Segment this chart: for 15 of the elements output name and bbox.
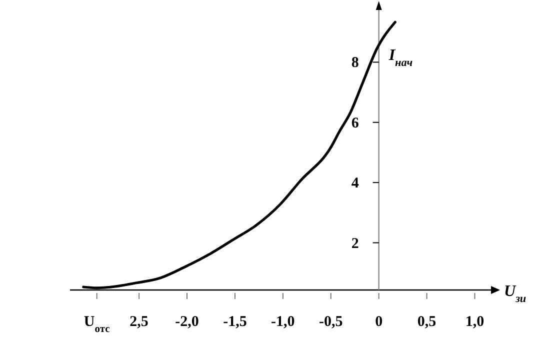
- x-tick-label: -2,0: [175, 314, 199, 330]
- y-tick-label: 2: [351, 236, 359, 252]
- x-axis-title: U$_{зи}$: [504, 283, 526, 305]
- x-tick-label: 0,5: [417, 314, 436, 330]
- x-tick-label: 0: [375, 314, 383, 330]
- y-tick-label: 4: [351, 176, 360, 192]
- x-tick-label: -1,5: [223, 314, 247, 330]
- x-tick-label: 1,0: [465, 314, 484, 330]
- x-tick-label: 2,5: [130, 314, 148, 330]
- y-tick-label: 6: [351, 115, 360, 132]
- x-tick-label: -0,5: [319, 314, 343, 330]
- x-tick-label: U$_{отс}$: [84, 314, 110, 334]
- x-tick-label: -1,0: [271, 314, 295, 330]
- y-axis-title: I$_{нач}$: [388, 47, 413, 70]
- y-tick-label: 8: [351, 55, 359, 72]
